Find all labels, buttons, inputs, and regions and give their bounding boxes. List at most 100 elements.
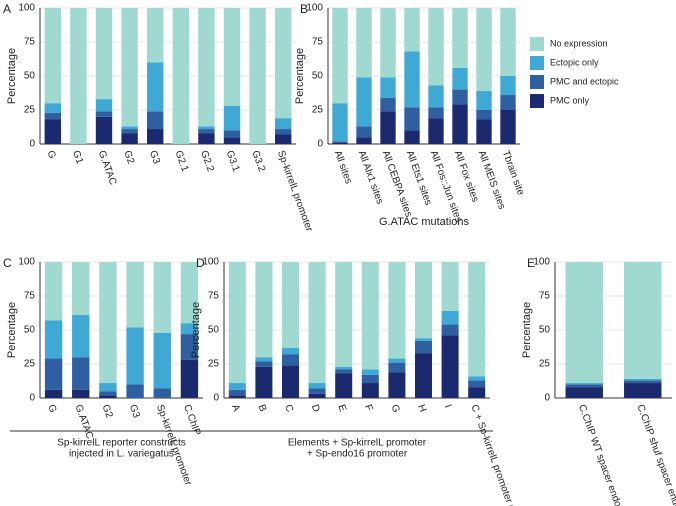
bar-segment: [476, 8, 492, 91]
x-tick-label: D: [309, 403, 322, 414]
bar-segment: [565, 383, 603, 385]
bar-segment: [121, 129, 138, 134]
bar-segment: [147, 129, 164, 144]
bar-segment: [99, 391, 117, 396]
bar-segment: [147, 8, 164, 63]
bar-segment: [44, 119, 61, 144]
bar-segment: [72, 262, 90, 316]
y-tick-label: 50: [24, 325, 36, 336]
bar-segment: [44, 262, 63, 321]
x-tick-label: G.ATAC: [96, 149, 119, 186]
bar-segment: [476, 119, 492, 144]
bar-segment: [121, 8, 138, 127]
bar-segment: [172, 8, 189, 144]
bar-segment: [565, 384, 603, 388]
bar-segment: [308, 393, 326, 398]
bar-segment: [332, 142, 348, 144]
bar-segment: [72, 315, 90, 358]
x-tick-label: G3: [147, 149, 162, 166]
y-tick-label: 0: [29, 393, 35, 404]
y-tick-label: 100: [202, 257, 219, 268]
bar-segment: [44, 112, 61, 120]
y-tick-label: 50: [208, 325, 220, 336]
legend-label: No expression: [550, 38, 608, 48]
legend-swatch: [530, 56, 544, 70]
y-tick-label: 100: [533, 257, 550, 268]
y-tick-label: 75: [24, 291, 36, 302]
bar-segment: [223, 8, 241, 106]
bar-segment: [198, 8, 215, 127]
bar-segment: [153, 332, 171, 389]
legend-swatch: [530, 37, 544, 51]
y-tick-label: 75: [312, 37, 324, 48]
bar-segment: [44, 8, 61, 104]
x-tick-label: C.ChIP shuf spacer endo16: [634, 403, 676, 506]
x-tick-label: G2.1: [172, 149, 190, 174]
bar-segment: [380, 111, 396, 144]
x-tick-label: F: [362, 403, 374, 413]
bar-segment: [308, 388, 326, 394]
bar-segment: [121, 126, 138, 130]
bar-segment: [414, 340, 433, 354]
x-tick-label: G: [45, 403, 58, 414]
panel-label: B: [300, 2, 308, 16]
bar-segment: [624, 262, 662, 379]
x-tick-label: G: [44, 149, 57, 160]
bar-segment: [275, 134, 292, 144]
bar-segment: [624, 380, 662, 384]
bar-segment: [361, 383, 379, 398]
y-tick-label: 25: [312, 105, 324, 116]
bar-segment: [468, 380, 486, 388]
bar-segment: [428, 107, 444, 119]
bar-segment: [414, 338, 433, 341]
y-tick-label: 50: [24, 71, 36, 82]
bar-segment: [361, 262, 379, 370]
x-tick-label: G2: [121, 149, 136, 166]
bar-segment: [180, 359, 199, 398]
x-tick-label: All Fox sites: [452, 149, 481, 203]
bar-segment: [72, 357, 90, 390]
bar-segment: [565, 262, 603, 384]
bar-segment: [441, 324, 459, 336]
x-tick-label: A: [229, 403, 242, 413]
bar-segment: [441, 335, 459, 398]
y-tick-label: 100: [306, 3, 323, 14]
y-tick-label: 25: [208, 359, 220, 370]
bar-segment: [223, 130, 241, 138]
bar-segment: [335, 369, 353, 374]
x-tick-label: G3.1: [224, 149, 242, 174]
bar-segment: [44, 320, 63, 359]
bar-segment: [223, 137, 241, 144]
bar-segment: [281, 262, 300, 348]
bar-segment: [388, 362, 406, 373]
bar-segment: [356, 8, 372, 78]
bar-segment: [332, 103, 348, 142]
bar-segment: [255, 357, 273, 362]
bar-segment: [72, 389, 90, 398]
y-tick-label: 25: [24, 105, 36, 116]
bar-segment: [249, 8, 266, 144]
bar-segment: [356, 137, 372, 144]
bar-segment: [99, 262, 117, 384]
bar-segment: [332, 8, 348, 104]
panel-label: C: [3, 256, 12, 270]
bar-segment: [428, 118, 444, 144]
bar-segment: [99, 383, 117, 392]
note: Elements + Sp-kirrelL promoter: [288, 438, 427, 449]
legend-label: PMC only: [550, 95, 590, 105]
bar-segment: [121, 133, 138, 144]
bar-segment: [70, 8, 87, 144]
bar-segment: [428, 85, 444, 108]
bar-segment: [404, 51, 420, 108]
bar-segment: [500, 95, 516, 110]
bar-segment: [281, 354, 300, 366]
bar-segment: [476, 90, 492, 110]
bar-segment: [441, 262, 459, 311]
bar-segment: [428, 8, 444, 86]
y-axis-label: Percentage: [6, 48, 18, 104]
y-tick-label: 50: [539, 325, 551, 336]
bar-segment: [255, 262, 273, 358]
x-tick-label: I: [442, 403, 453, 409]
bar-segment: [624, 383, 662, 398]
x-tick-label: C.ChIP: [181, 403, 202, 437]
